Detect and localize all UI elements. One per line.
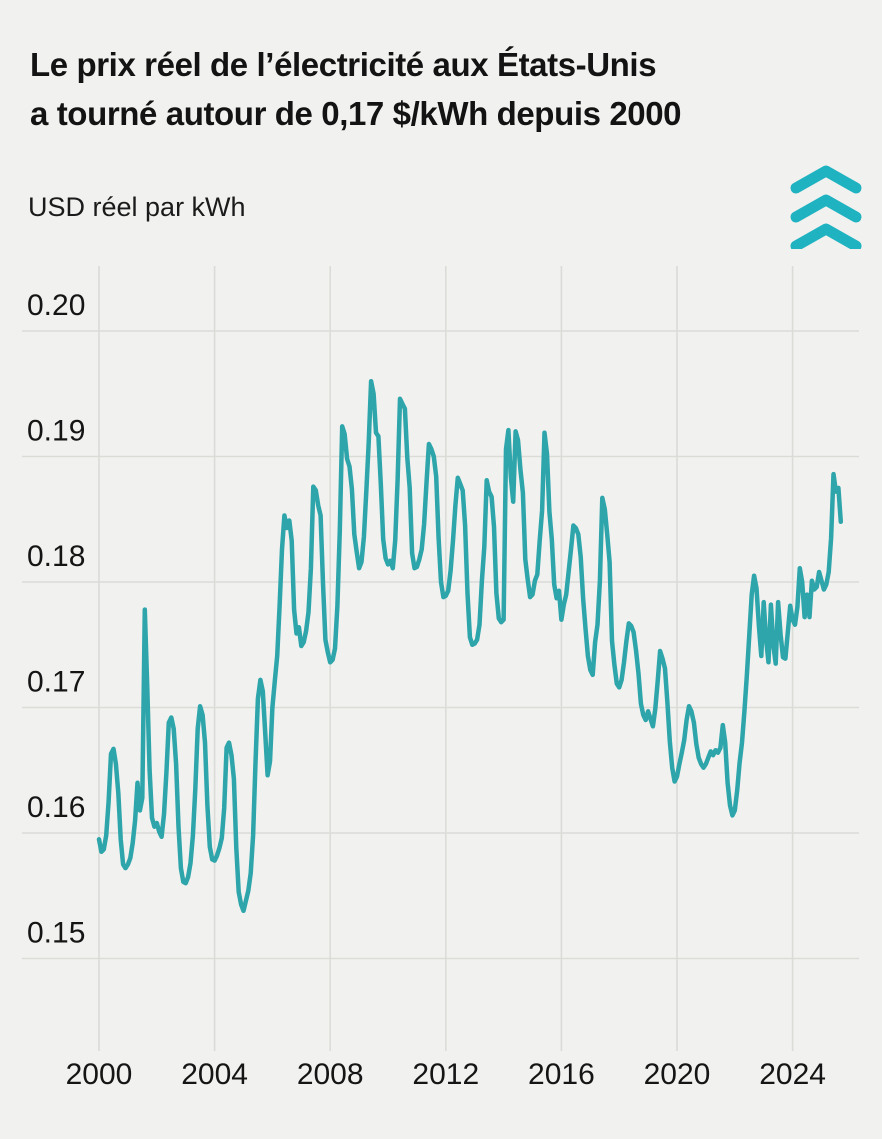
- y-tick-label-0.15: 0.15: [27, 917, 85, 950]
- x-tick-label-2020: 2020: [644, 1058, 711, 1091]
- chevron-up-2: [790, 194, 862, 223]
- x-tick-label-2000: 2000: [66, 1058, 133, 1091]
- page-title: Le prix réel de l’électricité aux États-…: [30, 40, 682, 138]
- gridlines: [22, 266, 859, 1051]
- page-title-line1: Le prix réel de l’électricité aux États-…: [30, 46, 657, 83]
- x-tick-label-2008: 2008: [297, 1058, 364, 1091]
- x-tick-label-2012: 2012: [412, 1058, 479, 1091]
- triple-chevron-up-icon: [788, 163, 864, 249]
- y-tick-label-0.16: 0.16: [27, 791, 85, 824]
- x-tick-label-2004: 2004: [181, 1058, 248, 1091]
- price-line-series: [96, 378, 844, 914]
- y-tick-labels: 0.20 0.19 0.18 0.17 0.16 0.15: [27, 289, 85, 950]
- x-tick-label-2024: 2024: [759, 1058, 826, 1091]
- triple-chevron-up-icon-svg: [790, 165, 862, 249]
- page-title-line2: a tourné autour de 0,17 $/kWh depuis 200…: [30, 95, 682, 132]
- y-tick-label-0.17: 0.17: [27, 666, 85, 699]
- y-axis-unit-label: USD réel par kWh: [28, 192, 246, 222]
- x-tick-label-2016: 2016: [528, 1058, 595, 1091]
- chevron-up-3: [790, 223, 862, 249]
- y-tick-label-0.19: 0.19: [27, 415, 85, 448]
- y-tick-label-0.20: 0.20: [27, 289, 85, 322]
- chevron-up-1: [790, 165, 862, 194]
- y-tick-label-0.18: 0.18: [27, 540, 85, 573]
- x-tick-labels: 2000 2004 2008 2012 2016 2020 2024: [66, 1058, 826, 1091]
